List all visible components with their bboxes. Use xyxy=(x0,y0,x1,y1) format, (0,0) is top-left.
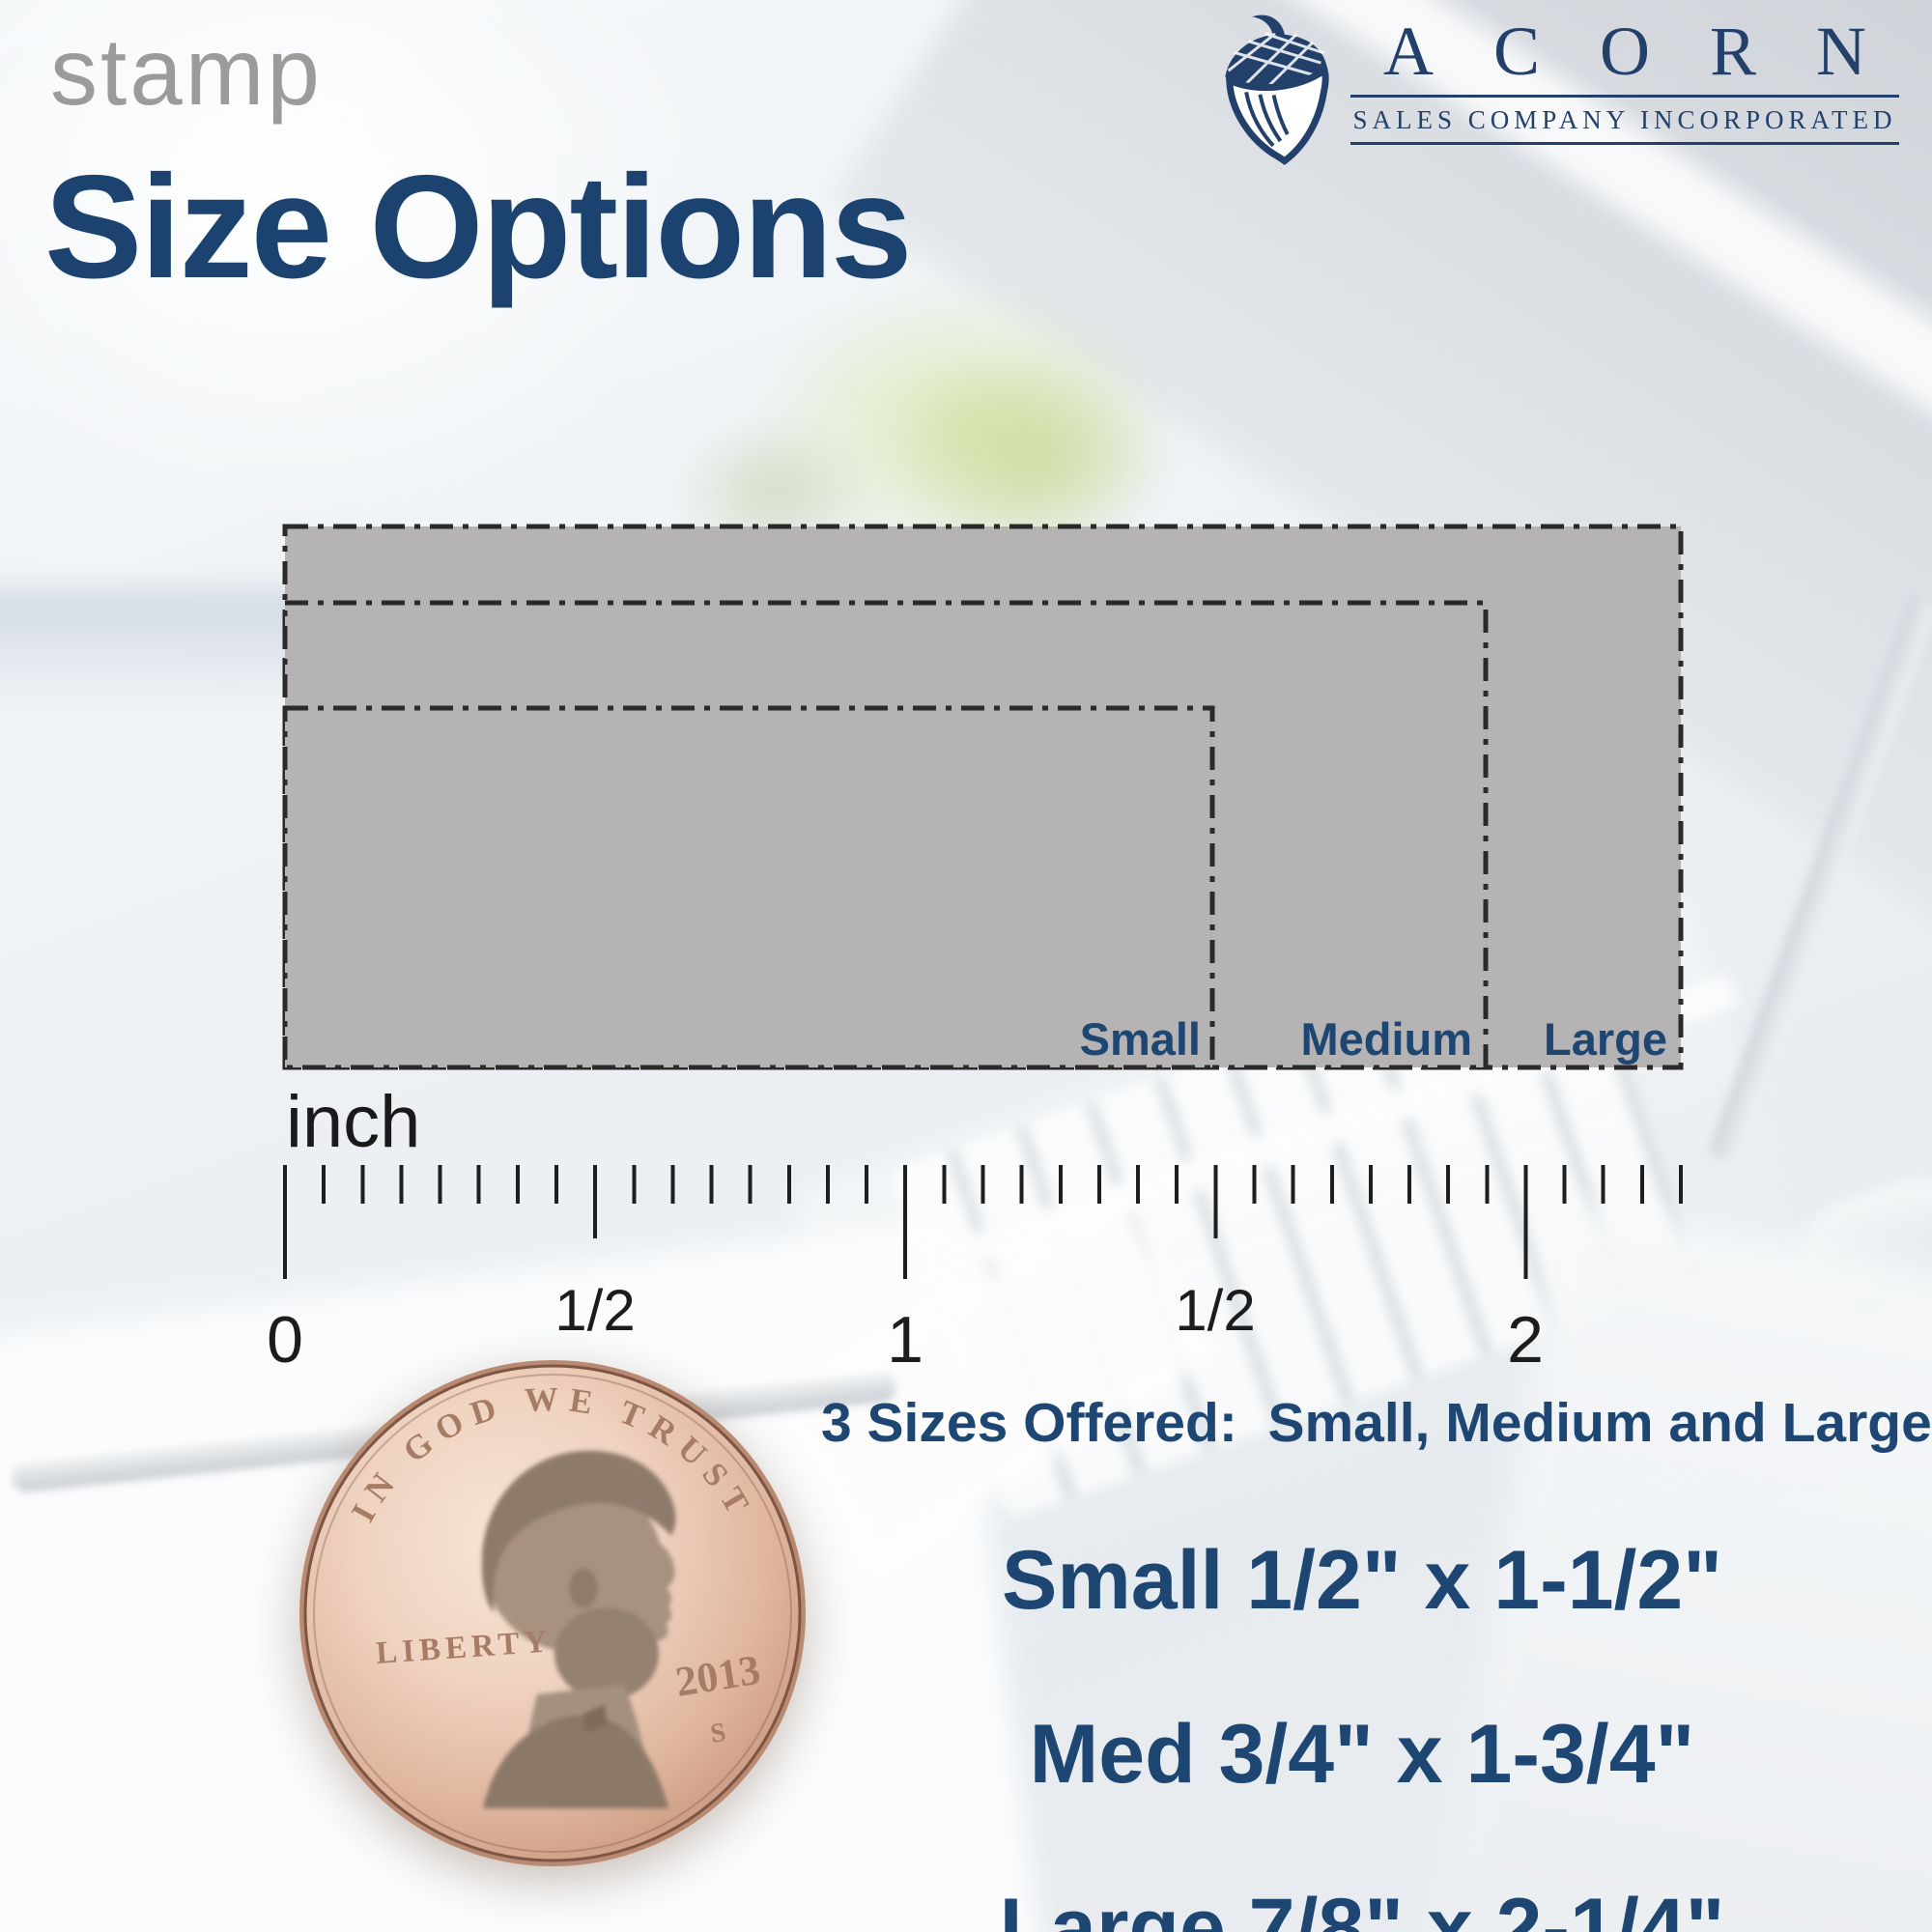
logo-divider-bottom xyxy=(1350,142,1899,145)
background-pencil xyxy=(1706,592,1932,1166)
ruler-unit-label: inch xyxy=(286,1081,421,1163)
penny-coin: IN GOD WE TRUST LIBERTY 2013 S xyxy=(299,1360,806,1866)
acorn-icon xyxy=(1225,14,1329,165)
eyebrow-label: stamp xyxy=(50,18,323,125)
sizes-offered-heading: 3 Sizes Offered: Small, Medium and Large xyxy=(821,1392,1932,1454)
ruler-label-half: 1/2 xyxy=(554,1278,636,1343)
penny-mint-mark: S xyxy=(708,1718,727,1749)
size-comparison-diagram xyxy=(282,524,1684,1070)
large-size-spec: Large 7/8" x 2-1/4" xyxy=(999,1882,1725,1932)
ruler-label-1half: 1/2 xyxy=(1175,1278,1256,1343)
brand-name: ACORN xyxy=(1382,13,1927,90)
lincoln-bust xyxy=(481,1450,676,1808)
small-size-label: Small xyxy=(1079,1013,1201,1065)
ruler-ticks-inch xyxy=(283,1165,1684,1279)
small-size-outline xyxy=(282,705,1215,1070)
ruler-label-0: 0 xyxy=(267,1303,303,1377)
size-details: 3 Sizes Offered: Small, Medium and Large… xyxy=(821,1391,1932,1932)
small-size-spec: Small 1/2" x 1-1/2" xyxy=(1001,1534,1723,1627)
ruler-label-2: 2 xyxy=(1507,1303,1544,1377)
ruler-label-1: 1 xyxy=(887,1303,923,1377)
brand-logo: ACORN SALES COMPANY INCORPORATED xyxy=(1350,15,1899,145)
logo-divider-top xyxy=(1350,95,1899,98)
page-title: Size Options xyxy=(44,145,913,309)
medium-size-spec: Med 3/4" x 1-3/4" xyxy=(1029,1708,1695,1801)
background-keyboard-barrel xyxy=(1782,1161,1932,1331)
brand-subtitle: SALES COMPANY INCORPORATED xyxy=(1352,105,1897,134)
large-size-label: Large xyxy=(1544,1013,1667,1065)
medium-size-label: Medium xyxy=(1300,1013,1472,1065)
